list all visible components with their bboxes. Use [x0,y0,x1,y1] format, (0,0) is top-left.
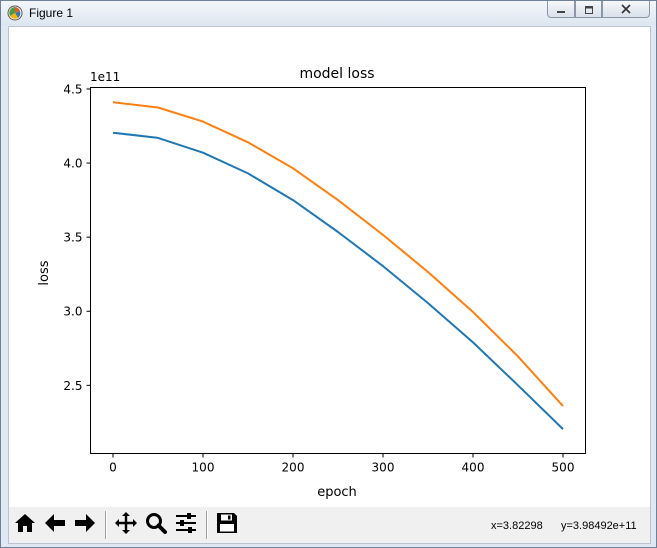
zoom-magnifier-icon [144,511,168,539]
y-axis-label: loss [37,260,52,285]
minimize-button[interactable] [547,1,575,18]
pan-button[interactable] [112,511,140,539]
forward-arrow-icon [73,511,97,539]
navigation-toolbar: x=3.82298 y=3.98492e+11 [9,507,650,543]
home-icon [13,511,37,539]
home-button[interactable] [11,511,39,539]
forward-button[interactable] [71,511,99,539]
close-button[interactable] [602,1,650,18]
back-arrow-icon [43,511,67,539]
x-tick-label: 100 [192,461,215,475]
back-button[interactable] [41,511,69,539]
series-line-2 [112,101,564,407]
plot-area [90,87,586,454]
toolbar-separator [105,511,107,539]
y-tick-label: 3.5 [63,231,82,245]
subplot-config-icon [174,511,198,539]
y-tick-label: 3.0 [63,305,82,319]
series-line-1 [112,131,564,430]
window-title: Figure 1 [29,6,74,20]
matplotlib-figure-icon [7,5,23,21]
y-tick-label: 4.5 [63,82,82,96]
cursor-x-readout: x=3.82298 [491,520,543,532]
figure-canvas[interactable]: model loss 1e11 epoch loss 0 100 200 300 400… [8,26,651,544]
maximize-icon [583,0,595,19]
minimize-icon [555,0,567,19]
save-button[interactable] [213,511,241,539]
x-tick-label: 300 [372,461,395,475]
pan-move-icon [114,511,138,539]
configure-subplots-button[interactable] [172,511,200,539]
y-tick-label: 4.0 [63,157,82,171]
y-tick-label: 2.5 [63,379,82,393]
x-tick-label: 0 [109,461,117,475]
cursor-y-readout: y=3.98492e+11 [561,520,637,532]
y-offset-label: 1e11 [90,70,120,84]
toolbar-separator [206,511,208,539]
loss-chart: model loss 1e11 epoch loss 0 100 200 300 400… [37,66,586,500]
x-axis-label: epoch [317,485,357,500]
chart-title: model loss [299,66,374,82]
title-bar[interactable]: Figure 1 [1,1,656,25]
zoom-button[interactable] [142,511,170,539]
x-tick-label: 500 [552,461,575,475]
save-floppy-icon [215,511,239,539]
x-tick-label: 400 [462,461,485,475]
close-icon [619,0,633,19]
maximize-button[interactable] [575,1,602,18]
x-tick-label: 200 [282,461,305,475]
